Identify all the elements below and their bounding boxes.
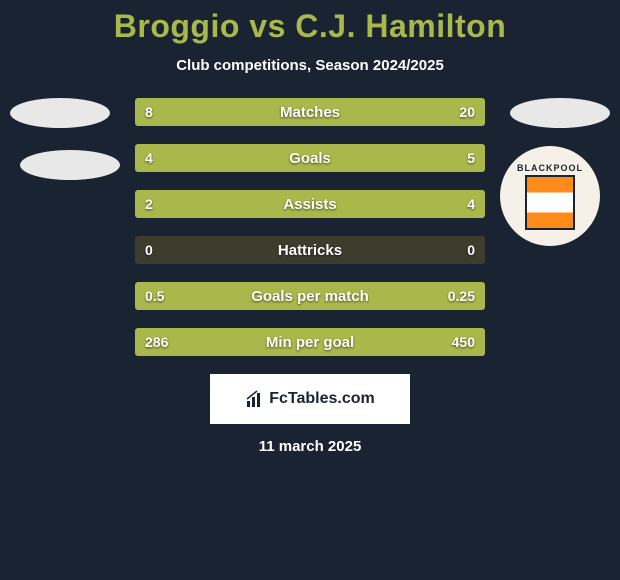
stat-row: 820Matches xyxy=(135,98,485,126)
stat-label: Hattricks xyxy=(135,236,485,264)
stat-label: Goals xyxy=(135,144,485,172)
stat-row: 24Assists xyxy=(135,190,485,218)
stat-row: 45Goals xyxy=(135,144,485,172)
stat-row: 286450Min per goal xyxy=(135,328,485,356)
stat-row: 00Hattricks xyxy=(135,236,485,264)
subtitle: Club competitions, Season 2024/2025 xyxy=(0,57,620,74)
attribution-text: FcTables.com xyxy=(269,390,375,408)
attribution-badge: FcTables.com xyxy=(210,374,410,424)
stat-label: Goals per match xyxy=(135,282,485,310)
player1-nation-logo xyxy=(20,150,120,180)
comparison-area: BLACKPOOL 820Matches 45Goals 24Assists 00Ha… xyxy=(0,98,620,356)
player2-club-crest: BLACKPOOL xyxy=(500,146,600,246)
stat-row: 0.50.25Goals per match xyxy=(135,282,485,310)
date-label: 11 march 2025 xyxy=(0,438,620,455)
stats-bars: 820Matches 45Goals 24Assists 00Hattricks 0.5… xyxy=(135,98,485,356)
player2-nation-logo xyxy=(510,98,610,128)
player1-club-logo xyxy=(10,98,110,128)
crest-label: BLACKPOOL xyxy=(517,163,583,173)
chart-icon xyxy=(245,389,265,409)
stat-label: Assists xyxy=(135,190,485,218)
page-title: Broggio vs C.J. Hamilton xyxy=(0,0,620,45)
stat-label: Matches xyxy=(135,98,485,126)
stat-label: Min per goal xyxy=(135,328,485,356)
crest-shield-icon xyxy=(525,175,575,230)
